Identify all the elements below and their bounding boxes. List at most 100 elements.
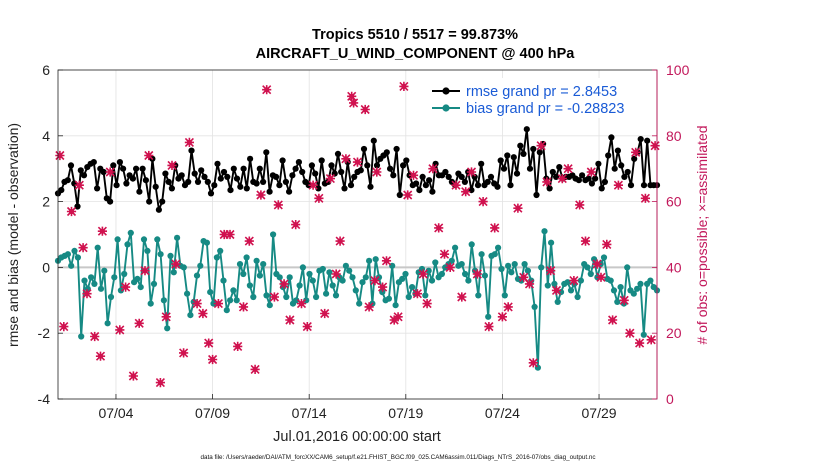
rmse-point xyxy=(621,173,628,180)
obs-marker-cross xyxy=(55,150,65,161)
obs-marker xyxy=(422,299,432,309)
obs-marker xyxy=(120,282,131,292)
plot-frame xyxy=(57,69,658,400)
obs-marker xyxy=(364,302,374,312)
x-tick-label: 07/09 xyxy=(195,405,230,421)
obs-marker-cross xyxy=(82,289,92,299)
bias-point xyxy=(253,257,260,264)
y-right-tick-label: 60 xyxy=(666,194,682,210)
rmse-point xyxy=(276,182,283,189)
rmse-point xyxy=(67,162,75,169)
obs-marker xyxy=(445,262,455,272)
rmse-point xyxy=(513,170,521,177)
rmse-point xyxy=(370,137,377,144)
rmse-point xyxy=(403,157,410,164)
bias-point xyxy=(187,312,194,319)
rmse-point xyxy=(155,206,162,213)
obs-marker xyxy=(360,104,370,115)
rmse-point xyxy=(387,165,394,172)
obs-marker-cross xyxy=(95,351,106,361)
rmse-point xyxy=(640,182,648,189)
obs-marker-cross xyxy=(569,276,579,286)
obs-marker xyxy=(381,256,392,266)
rmse-point xyxy=(373,162,381,169)
x-tick-label: 07/04 xyxy=(98,405,133,421)
obs-marker-cross xyxy=(490,223,500,233)
rmse-point xyxy=(422,182,429,189)
obs-marker xyxy=(179,348,189,358)
bias-point xyxy=(630,290,637,297)
bias-point xyxy=(223,307,230,314)
bias-point xyxy=(607,277,614,284)
obs-marker xyxy=(596,272,606,282)
rmse-point xyxy=(243,185,250,192)
rmse-point xyxy=(530,145,537,153)
rmse-point xyxy=(198,167,205,174)
bias-point xyxy=(160,297,167,304)
obs-marker xyxy=(213,299,223,309)
obs-marker-cross xyxy=(451,180,461,190)
rmse-point xyxy=(237,183,244,190)
obs-marker-cross xyxy=(484,322,494,332)
obs-marker-cross xyxy=(291,220,301,230)
bias-point xyxy=(524,267,532,274)
rmse-point xyxy=(152,183,159,190)
bias-point xyxy=(349,274,356,281)
obs-marker xyxy=(580,236,591,246)
rmse-point xyxy=(497,157,504,164)
obs-marker xyxy=(95,351,106,361)
bias-point xyxy=(379,289,386,296)
obs-marker xyxy=(472,269,482,279)
obs-marker-cross xyxy=(314,193,324,203)
bias-point xyxy=(111,274,118,281)
obs-marker-cross xyxy=(285,315,295,325)
obs-marker xyxy=(244,236,254,246)
bias-point xyxy=(74,254,81,261)
rmse-point xyxy=(159,198,166,205)
obs-marker-cross xyxy=(640,193,651,203)
obs-marker-cross xyxy=(250,364,260,374)
rmse-point xyxy=(162,170,169,177)
bias-point xyxy=(137,284,144,291)
bias-point xyxy=(193,272,201,279)
y-left-tick-label: 2 xyxy=(42,194,50,210)
bias-point xyxy=(362,274,369,281)
obs-marker xyxy=(634,338,645,348)
bias-point xyxy=(174,234,181,241)
obs-marker-cross xyxy=(546,266,556,276)
obs-marker xyxy=(370,276,380,286)
rmse-point xyxy=(253,180,260,187)
obs-marker xyxy=(602,239,612,249)
bias-point xyxy=(276,274,283,281)
bias-point xyxy=(564,279,571,286)
tick-layer: 07/04 07/09 07/14 07/19 07/24 07/29-4-2024602… xyxy=(38,62,690,421)
obs-marker xyxy=(320,308,330,319)
rmse-point xyxy=(260,178,267,185)
obs-marker-cross xyxy=(167,160,177,170)
bias-point xyxy=(647,277,654,284)
y-left-tick-label: 4 xyxy=(42,128,50,144)
bias-point xyxy=(372,256,379,263)
obs-marker-cross xyxy=(179,348,189,358)
obs-marker-cross xyxy=(372,167,382,177)
obs-marker xyxy=(341,154,351,164)
rmse-point xyxy=(592,175,599,182)
obs-marker xyxy=(569,276,579,286)
grid-layer xyxy=(58,69,657,400)
rmse-point xyxy=(396,191,403,199)
obs-marker xyxy=(250,364,260,374)
obs-marker-cross xyxy=(120,282,131,292)
obs-marker xyxy=(269,292,279,302)
bias-point xyxy=(428,277,436,284)
obs-marker-cross xyxy=(631,147,641,157)
obs-marker-cross xyxy=(115,325,125,335)
obs-marker xyxy=(399,81,409,92)
bias-point xyxy=(157,251,164,258)
rmse-point xyxy=(458,173,465,180)
bias-point xyxy=(207,289,214,296)
obs-marker xyxy=(325,174,335,184)
bias-point xyxy=(240,270,247,278)
rmse-point xyxy=(227,187,234,194)
bias-point xyxy=(422,292,429,299)
